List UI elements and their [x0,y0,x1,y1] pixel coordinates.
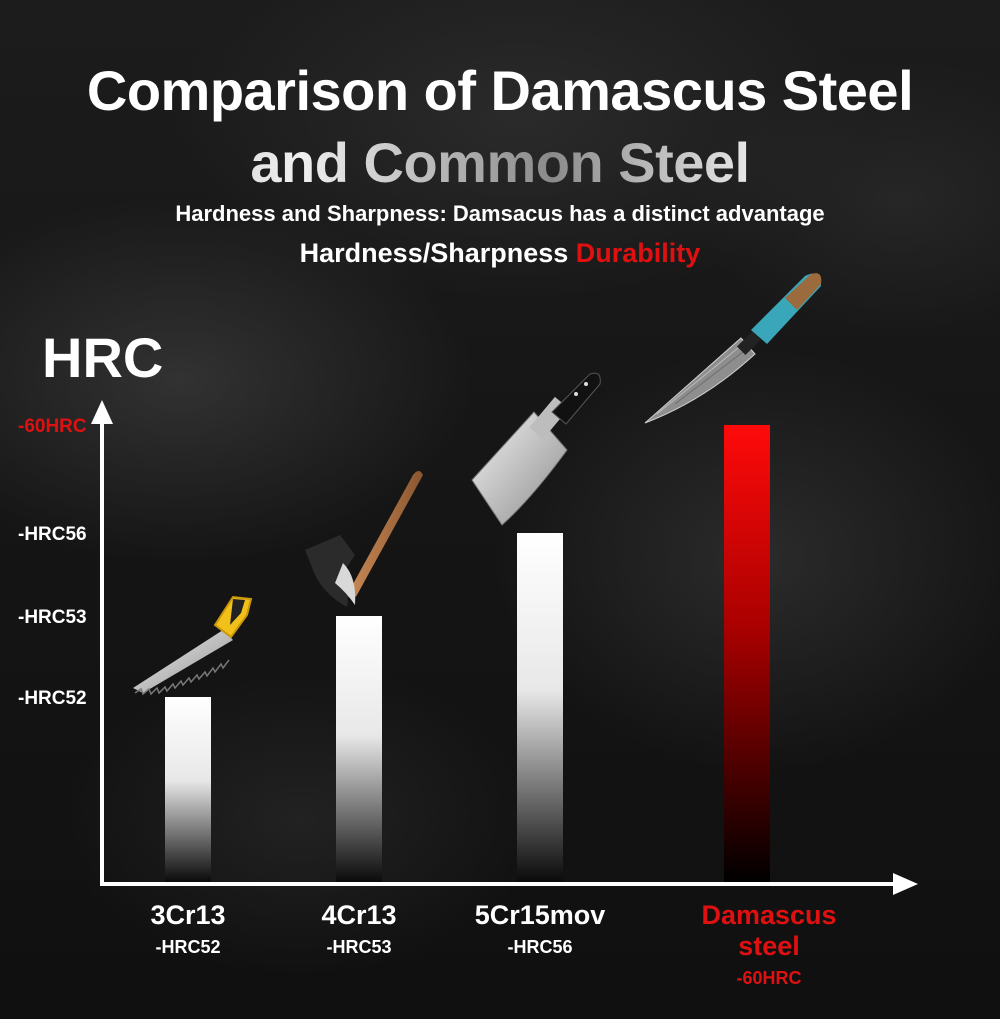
tagline-white: Hardness/Sharpness [299,238,569,268]
x-tick-label: 5Cr15mov [474,900,606,930]
x-label: 4Cr13 -HRC53 [259,900,459,958]
y-ticks: -HRC52 -HRC53 -HRC56 -60HRC [18,416,87,709]
x-axis-arrow [893,873,918,895]
y-axis-title: HRC [42,326,164,389]
x-label: Damascus steel -60HRC [669,900,869,989]
y-tick-label: -HRC53 [18,607,87,628]
x-tick-label: Damascus steel [701,900,837,961]
y-tick-label: -HRC56 [18,524,87,545]
bar-4cr13 [336,616,382,882]
x-value-label: -60HRC [736,968,802,988]
cleaver-illustration [471,372,601,526]
x-label: 3Cr13 -HRC52 [88,900,288,958]
bar-5cr15mov [517,533,563,882]
bars [165,425,770,882]
x-label: 5Cr15mov -HRC56 [440,900,640,958]
subtitle: Hardness and Sharpness: Damsacus has a d… [175,201,825,226]
tagline: Hardness/Sharpness Durability [0,238,1000,269]
y-tick-label: -60HRC [18,416,87,437]
y-tick-label: -HRC52 [18,688,87,709]
title-line2: and Common Steel [0,130,1000,195]
y-axis-arrow [91,400,113,424]
x-value-label: -HRC53 [326,937,392,957]
x-tick-label: 3Cr13 [150,900,226,930]
x-value-label: -HRC52 [155,937,221,957]
axe-illustration [305,471,423,607]
bar-3cr13 [165,697,211,882]
x-value-label: -HRC56 [507,937,573,957]
tagline-red: Durability [575,238,701,268]
axes [91,400,918,895]
damascus-knife-illustration [644,273,822,424]
title-line1: Comparison of Damascus Steel [86,59,914,122]
hand-saw-illustration [133,595,253,696]
bar-damascus-steel [724,425,770,882]
x-tick-label: 4Cr13 [321,900,397,930]
